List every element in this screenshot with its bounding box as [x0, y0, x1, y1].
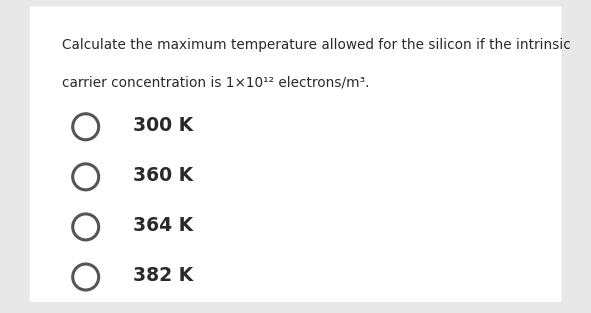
- Text: 300 K: 300 K: [133, 116, 193, 135]
- Text: 364 K: 364 K: [133, 216, 193, 235]
- Text: carrier concentration is 1×10¹² electrons/m³.: carrier concentration is 1×10¹² electron…: [62, 75, 369, 89]
- Text: 382 K: 382 K: [133, 266, 193, 285]
- Text: Calculate the maximum temperature allowed for the silicon if the intrinsic: Calculate the maximum temperature allowe…: [62, 38, 571, 52]
- Text: 360 K: 360 K: [133, 166, 193, 185]
